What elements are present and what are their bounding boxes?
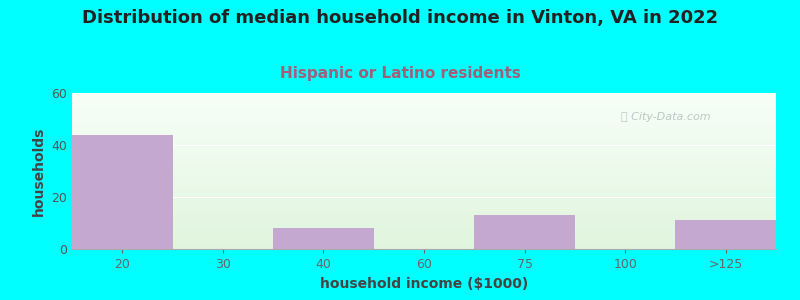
- Text: ⓘ City-Data.com: ⓘ City-Data.com: [621, 112, 710, 122]
- Text: Distribution of median household income in Vinton, VA in 2022: Distribution of median household income …: [82, 9, 718, 27]
- X-axis label: household income ($1000): household income ($1000): [320, 277, 528, 291]
- Y-axis label: households: households: [32, 126, 46, 216]
- Bar: [474, 215, 575, 249]
- Bar: [72, 135, 173, 249]
- Bar: [273, 228, 374, 249]
- Bar: [675, 220, 776, 249]
- Text: Hispanic or Latino residents: Hispanic or Latino residents: [279, 66, 521, 81]
